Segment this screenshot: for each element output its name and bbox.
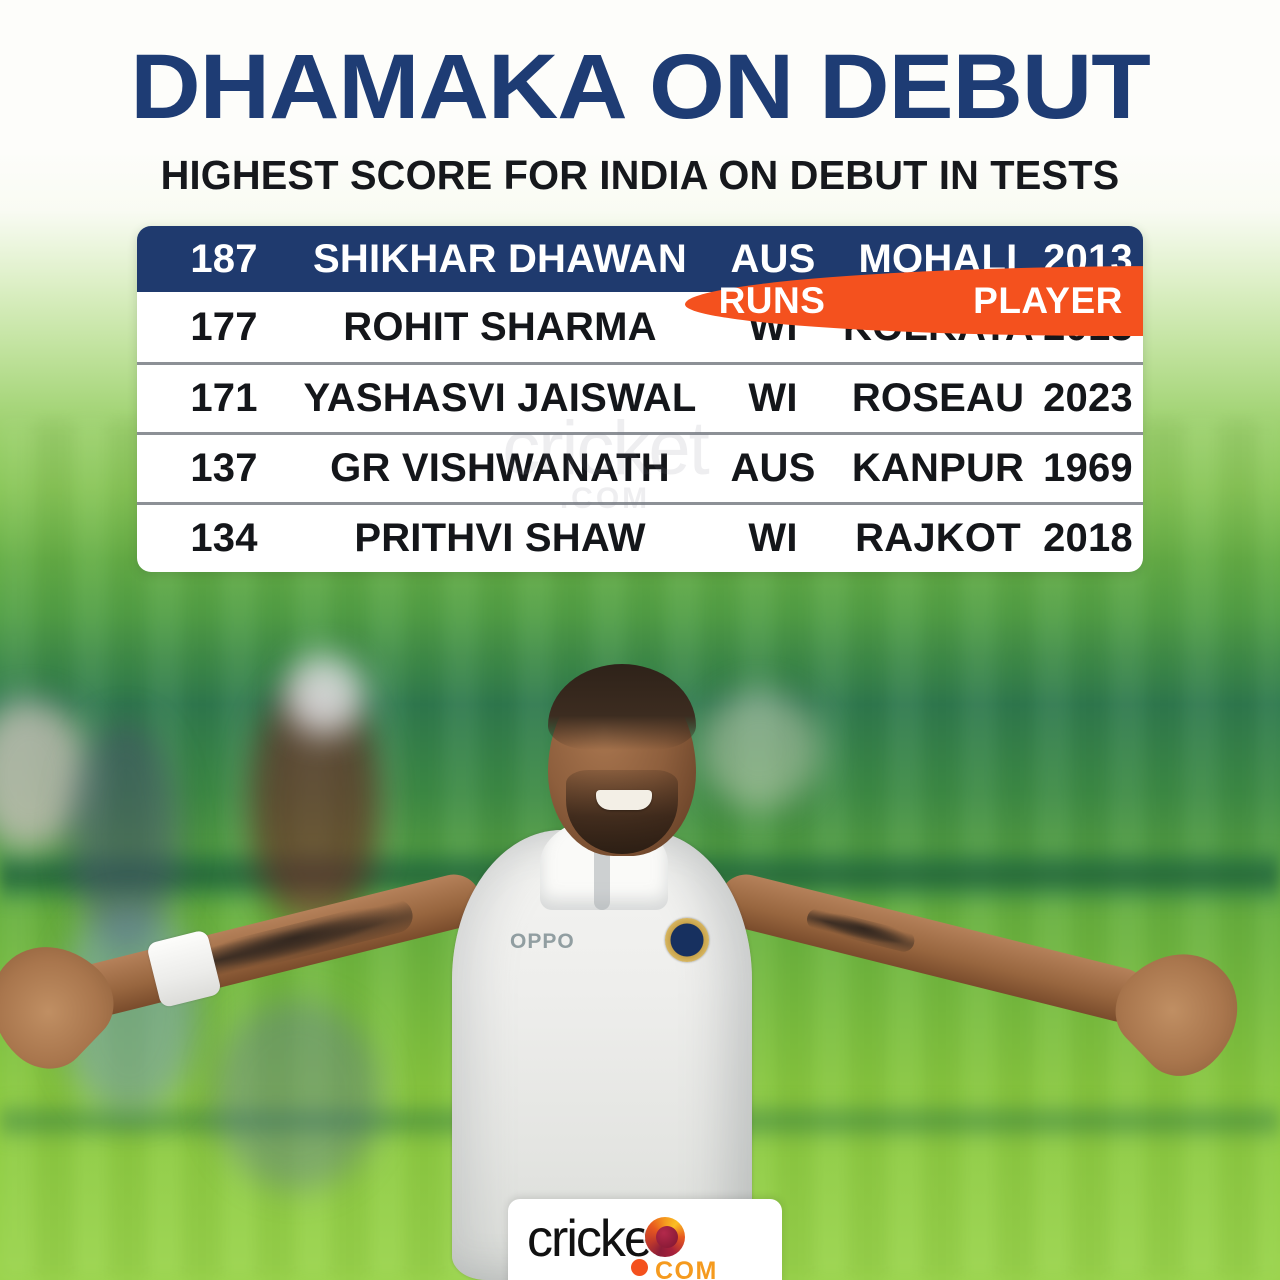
crowd-blur-blob	[212, 1000, 382, 1190]
brand-dot-icon	[631, 1259, 648, 1276]
brand-tld-label: COM	[655, 1257, 718, 1280]
page-title: DHAMAKA ON DEBUT	[130, 36, 1151, 138]
cell-opp: AUS	[730, 236, 816, 281]
left-arm	[0, 868, 487, 1087]
bcci-emblem-icon	[665, 918, 709, 962]
brand-wordmark: cricket	[527, 1210, 665, 1268]
cell-year: 1969	[1043, 446, 1133, 490]
column-header-runs: RUNS	[718, 280, 826, 321]
cell-opp: WI	[748, 376, 798, 420]
cell-year: 2023	[1043, 376, 1133, 420]
brand-logo-card[interactable]: cricket COM	[508, 1199, 782, 1280]
cell-runs: 134	[190, 516, 258, 560]
cell-venue: KANPUR	[851, 446, 1025, 490]
column-header-player: PLAYER	[973, 280, 1123, 321]
left-hand	[0, 920, 132, 1087]
brand-logo: cricket COM	[527, 1209, 763, 1280]
right-hand	[1097, 928, 1264, 1094]
cricket-ball-icon	[645, 1217, 685, 1257]
crowd-blur-blob	[70, 720, 180, 950]
crowd-blur-blob	[700, 690, 820, 810]
sponsor-text: OPPO	[510, 930, 575, 953]
table-row: 171 YASHASVI JAISWAL WI ROSEAU 2023	[137, 362, 1143, 432]
cell-venue: RAJKOT	[855, 516, 1021, 560]
cell-venue: ROSEAU	[851, 376, 1025, 420]
wristband	[145, 929, 223, 1009]
cell-runs: 177	[190, 304, 258, 349]
headline-block: DHAMAKA ON DEBUT HIGHEST SCORE FOR INDIA…	[0, 36, 1280, 199]
cell-player: GR VISHWANATH	[330, 446, 670, 490]
cell-runs: 187	[190, 236, 258, 281]
cell-opp: WI	[748, 516, 798, 560]
page-subtitle: HIGHEST SCORE FOR INDIA ON DEBUT IN TEST…	[160, 152, 1120, 199]
player-hair	[548, 664, 696, 750]
player-beard	[566, 770, 678, 854]
cell-opp: AUS	[730, 446, 816, 490]
cricketer-figure: OPPO	[0, 630, 1280, 1280]
cell-runs: 171	[190, 376, 258, 420]
cell-year: 2018	[1043, 516, 1133, 560]
stats-table: RUNS PLAYER OPP VENUE YEAR 187 SHIKHAR D…	[137, 226, 1143, 572]
cell-player: SHIKHAR DHAWAN	[313, 236, 687, 281]
cell-player: YASHASVI JAISWAL	[303, 376, 697, 420]
cell-runs: 137	[190, 446, 258, 490]
cell-player: ROHIT SHARMA	[343, 304, 657, 349]
table-row: 137 GR VISHWANATH AUS KANPUR 1969	[137, 432, 1143, 502]
player-smile	[596, 790, 652, 810]
cell-player: PRITHVI SHAW	[354, 516, 646, 560]
table-row: 134 PRITHVI SHAW WI RAJKOT 2018	[137, 502, 1143, 572]
crowd-blur-blob	[285, 655, 365, 735]
right-arm	[713, 868, 1264, 1094]
arm-tattoo	[804, 906, 917, 955]
